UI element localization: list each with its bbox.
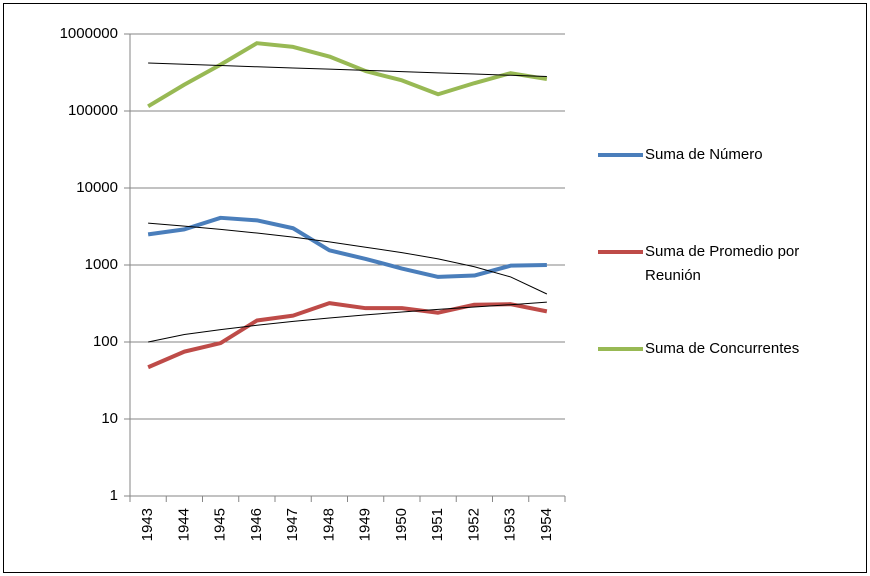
chart-border [3, 3, 867, 573]
trendline [148, 62, 547, 77]
x-tick-label: 1944 [175, 508, 192, 541]
y-tick-label: 10 [101, 410, 118, 427]
x-tick-label: 1945 [212, 508, 229, 541]
x-tick-label: 1951 [429, 508, 446, 541]
series-line [147, 301, 548, 370]
x-tick-label: 1949 [357, 508, 374, 541]
y-tick-label: 1000 [85, 256, 118, 273]
y-tick-label: 10000 [76, 179, 118, 196]
x-tick-label: 1954 [538, 508, 555, 541]
x-tick-label: 1943 [139, 508, 156, 541]
x-tick-label: 1950 [393, 508, 410, 541]
legend-label: Suma de Concurrentes [645, 340, 800, 357]
x-tick-label: 1947 [284, 508, 301, 541]
series-line [147, 41, 548, 109]
legend-label: Suma de Promedio por Reunión [645, 243, 800, 284]
x-tick-label: 1953 [502, 508, 519, 541]
x-tick-label: 1952 [465, 508, 482, 541]
trendline [148, 222, 548, 295]
x-tick-label: 1948 [320, 508, 337, 541]
y-tick-label: 100000 [68, 102, 118, 119]
y-tick-label: 1 [110, 487, 118, 504]
series-line [147, 215, 547, 279]
y-tick-label: 1000000 [60, 25, 118, 42]
legend-label: Suma de Número [645, 146, 763, 163]
x-tick-label: 1946 [248, 508, 265, 541]
trendline [148, 301, 547, 343]
y-tick-label: 100 [93, 333, 118, 350]
